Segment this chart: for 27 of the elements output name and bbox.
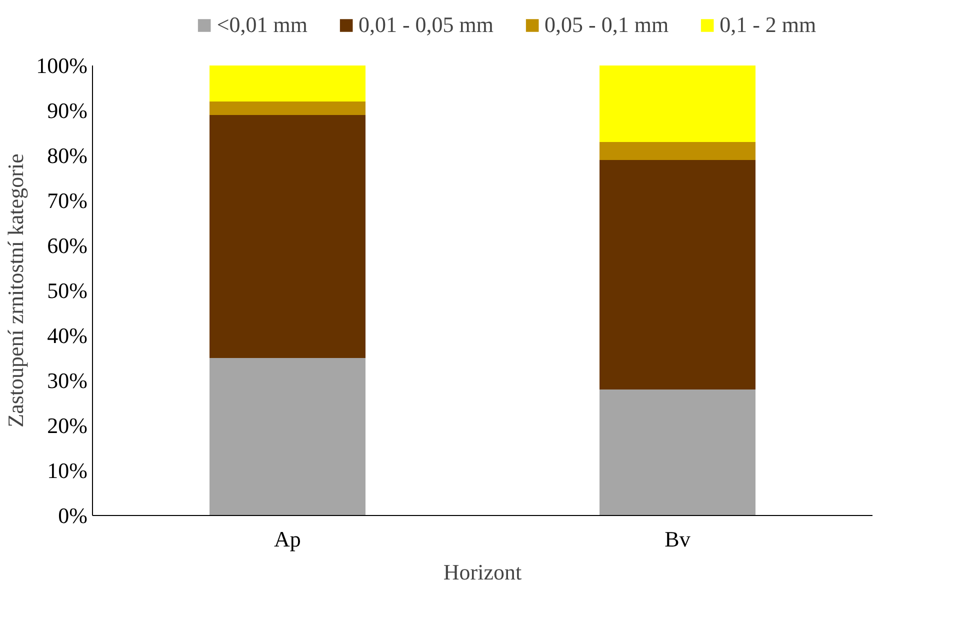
bar [600, 160, 756, 390]
y-tick-label: 70% [47, 188, 88, 213]
x-axis-title: Horizont [443, 560, 522, 584]
bar [210, 115, 366, 358]
legend-label: <0,01 mm [216, 12, 308, 38]
bar [600, 142, 756, 160]
bar [210, 66, 366, 102]
x-tick-label: Bv [664, 526, 690, 552]
y-tick-label: 40% [47, 323, 88, 348]
y-tick-label: 10% [47, 458, 88, 483]
bar [600, 66, 756, 142]
x-tick-label: Ap [274, 526, 301, 552]
bar [210, 358, 366, 516]
bar [600, 390, 756, 516]
y-tick-label: 50% [47, 278, 88, 303]
y-tick-label: 100% [36, 53, 88, 78]
y-tick-label: 20% [47, 413, 88, 438]
y-tick-label: 30% [47, 368, 88, 393]
legend-label: 0,01 - 0,05 mm [358, 12, 494, 38]
legend-label: 0,05 - 0,1 mm [544, 12, 669, 38]
y-axis-title: Zastoupení zrnitostní kategorie [3, 154, 28, 428]
y-tick-label: 90% [47, 98, 88, 123]
legend-label: 0,1 - 2 mm [720, 12, 816, 38]
bar [210, 102, 366, 115]
y-tick-label: 80% [47, 143, 88, 168]
y-tick-label: 60% [47, 233, 88, 258]
y-tick-label: 0% [58, 503, 88, 528]
